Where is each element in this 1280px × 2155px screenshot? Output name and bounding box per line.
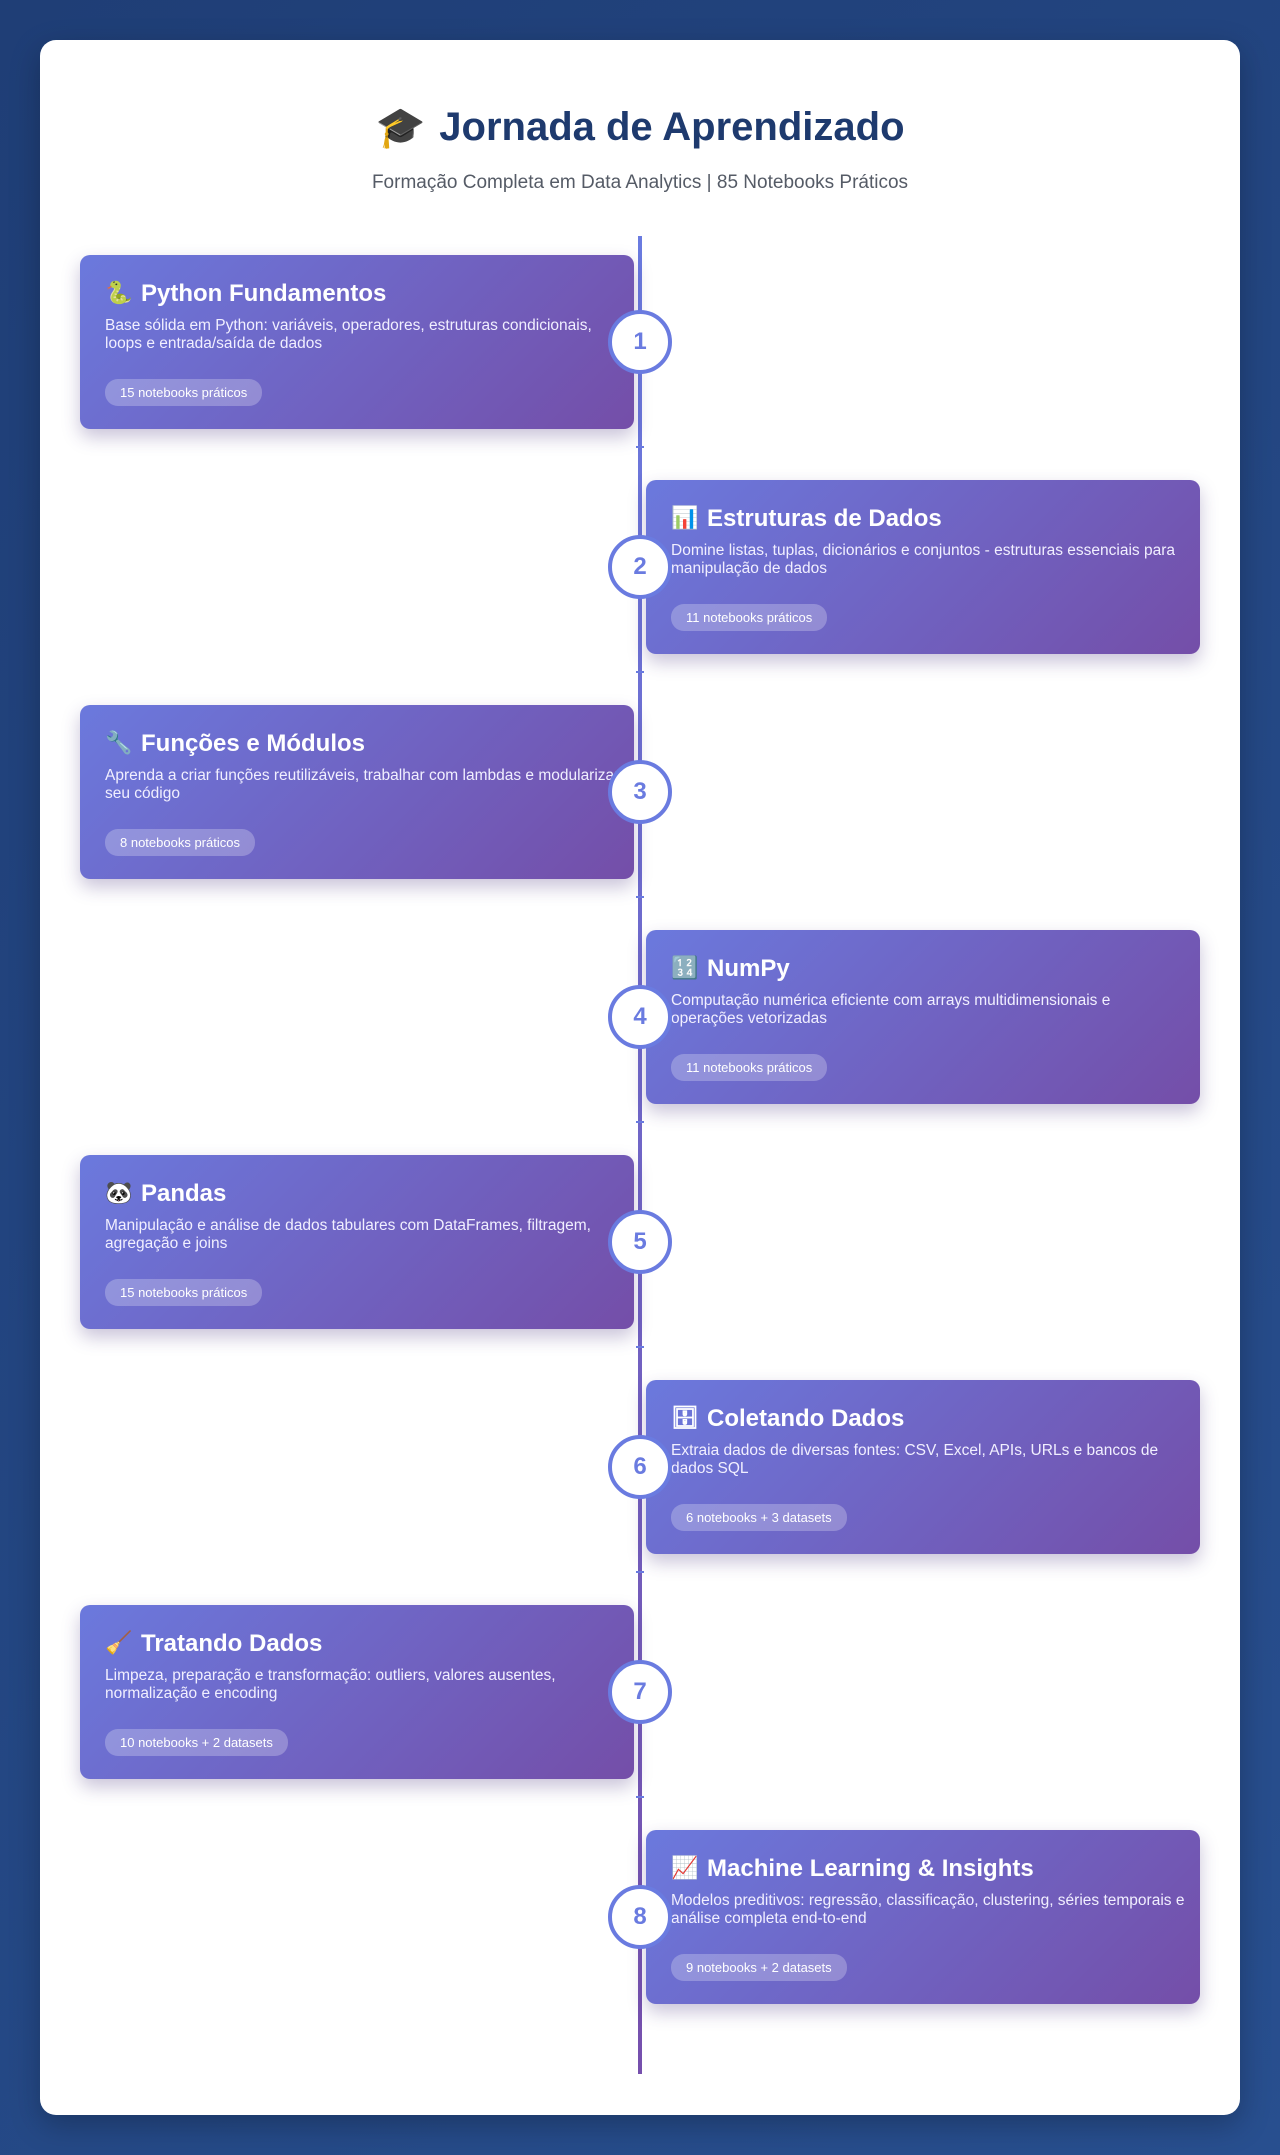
step-card-python-fundamentos[interactable]: 🐍 Python Fundamentos Base sólida em Pyth… bbox=[80, 255, 634, 429]
step-title: NumPy bbox=[707, 955, 790, 982]
step-card-coletando-dados[interactable]: 🗄 Coletando Dados Extraia dados de diver… bbox=[646, 1380, 1200, 1554]
timeline-tick bbox=[636, 1571, 644, 1573]
panda-icon: 🐼 bbox=[105, 1181, 133, 1206]
timeline-line bbox=[638, 236, 642, 2074]
step-badge: 10 notebooks + 2 datasets bbox=[105, 1729, 288, 1756]
step-card-funcoes-e-modulos[interactable]: 🔧 Funções e Módulos Aprenda a criar funç… bbox=[80, 705, 634, 879]
bar-chart-icon: 📊 bbox=[671, 506, 699, 531]
step-badge: 11 notebooks práticos bbox=[671, 1054, 828, 1081]
step-number-circle: 7 bbox=[608, 1660, 672, 1724]
step-description: Base sólida em Python: variáveis, operad… bbox=[105, 317, 592, 352]
step-header: 🗄 Coletando Dados bbox=[671, 1404, 1175, 1434]
step-title: Estruturas de Dados bbox=[707, 505, 942, 532]
page-title: 🎓 Jornada de Aprendizado bbox=[40, 104, 1240, 151]
step-title: Python Fundamentos bbox=[141, 280, 387, 307]
step-title: Pandas bbox=[141, 1180, 227, 1207]
step-card-machine-learning[interactable]: 📈 Machine Learning & Insights Modelos pr… bbox=[646, 1830, 1200, 2004]
step-number-circle: 1 bbox=[608, 310, 672, 374]
step-description: Aprenda a criar funções reutilizáveis, t… bbox=[105, 767, 620, 802]
step-description: Extraia dados de diversas fontes: CSV, E… bbox=[671, 1442, 1159, 1477]
timeline-tick bbox=[636, 671, 644, 673]
step-title: Machine Learning & Insights bbox=[707, 1855, 1034, 1882]
step-header: 🐍 Python Fundamentos bbox=[105, 279, 609, 309]
wrench-icon: 🔧 bbox=[105, 731, 133, 756]
step-header: 🧹 Tratando Dados bbox=[105, 1629, 609, 1659]
step-description: Manipulação e análise de dados tabulares… bbox=[105, 1217, 591, 1252]
graduation-cap-icon: 🎓 bbox=[375, 105, 426, 151]
step-badge: 15 notebooks práticos bbox=[105, 379, 263, 406]
trend-chart-icon: 📈 bbox=[671, 1856, 699, 1881]
broom-icon: 🧹 bbox=[105, 1631, 133, 1656]
step-header: 🔢 NumPy bbox=[671, 954, 1175, 984]
step-number-circle: 2 bbox=[608, 535, 672, 599]
timeline-tick bbox=[636, 1346, 644, 1348]
step-description: Computação numérica eficiente com arrays… bbox=[671, 992, 1111, 1027]
main-card: 🎓 Jornada de Aprendizado Formação Comple… bbox=[40, 40, 1240, 2115]
page-title-text: Jornada de Aprendizado bbox=[439, 105, 905, 149]
step-title: Funções e Módulos bbox=[141, 730, 366, 757]
step-badge: 8 notebooks práticos bbox=[105, 829, 255, 856]
step-description: Limpeza, preparação e transformação: out… bbox=[105, 1667, 556, 1702]
step-header: 📈 Machine Learning & Insights bbox=[671, 1854, 1175, 1884]
timeline-tick bbox=[636, 1796, 644, 1798]
step-number-circle: 8 bbox=[608, 1885, 672, 1949]
step-badge: 6 notebooks + 3 datasets bbox=[671, 1504, 847, 1531]
step-card-numpy[interactable]: 🔢 NumPy Computação numérica eficiente co… bbox=[646, 930, 1200, 1104]
step-card-estruturas-de-dados[interactable]: 📊 Estruturas de Dados Domine listas, tup… bbox=[646, 480, 1200, 654]
file-cabinet-icon: 🗄 bbox=[671, 1406, 699, 1431]
step-description: Modelos preditivos: regressão, classific… bbox=[671, 1892, 1185, 1927]
timeline-tick bbox=[636, 896, 644, 898]
step-title: Tratando Dados bbox=[141, 1630, 323, 1657]
timeline-tick bbox=[636, 446, 644, 448]
numbers-icon: 🔢 bbox=[671, 956, 699, 981]
step-card-pandas[interactable]: 🐼 Pandas Manipulação e análise de dados … bbox=[80, 1155, 634, 1329]
snake-icon: 🐍 bbox=[105, 281, 133, 306]
step-badge: 9 notebooks + 2 datasets bbox=[671, 1954, 847, 1981]
step-description: Domine listas, tuplas, dicionários e con… bbox=[671, 542, 1175, 577]
step-title: Coletando Dados bbox=[707, 1405, 905, 1432]
timeline-tick bbox=[636, 1121, 644, 1123]
step-number-circle: 5 bbox=[608, 1210, 672, 1274]
step-number-circle: 6 bbox=[608, 1435, 672, 1499]
step-card-tratando-dados[interactable]: 🧹 Tratando Dados Limpeza, preparação e t… bbox=[80, 1605, 634, 1779]
step-badge: 15 notebooks práticos bbox=[105, 1279, 263, 1306]
step-header: 🔧 Funções e Módulos bbox=[105, 729, 609, 759]
step-badge: 11 notebooks práticos bbox=[671, 604, 828, 631]
page-subtitle: Formação Completa em Data Analytics | 85… bbox=[371, 172, 909, 193]
step-header: 📊 Estruturas de Dados bbox=[671, 504, 1175, 534]
step-header: 🐼 Pandas bbox=[105, 1179, 609, 1209]
step-number-circle: 4 bbox=[608, 985, 672, 1049]
step-number-circle: 3 bbox=[608, 760, 672, 824]
